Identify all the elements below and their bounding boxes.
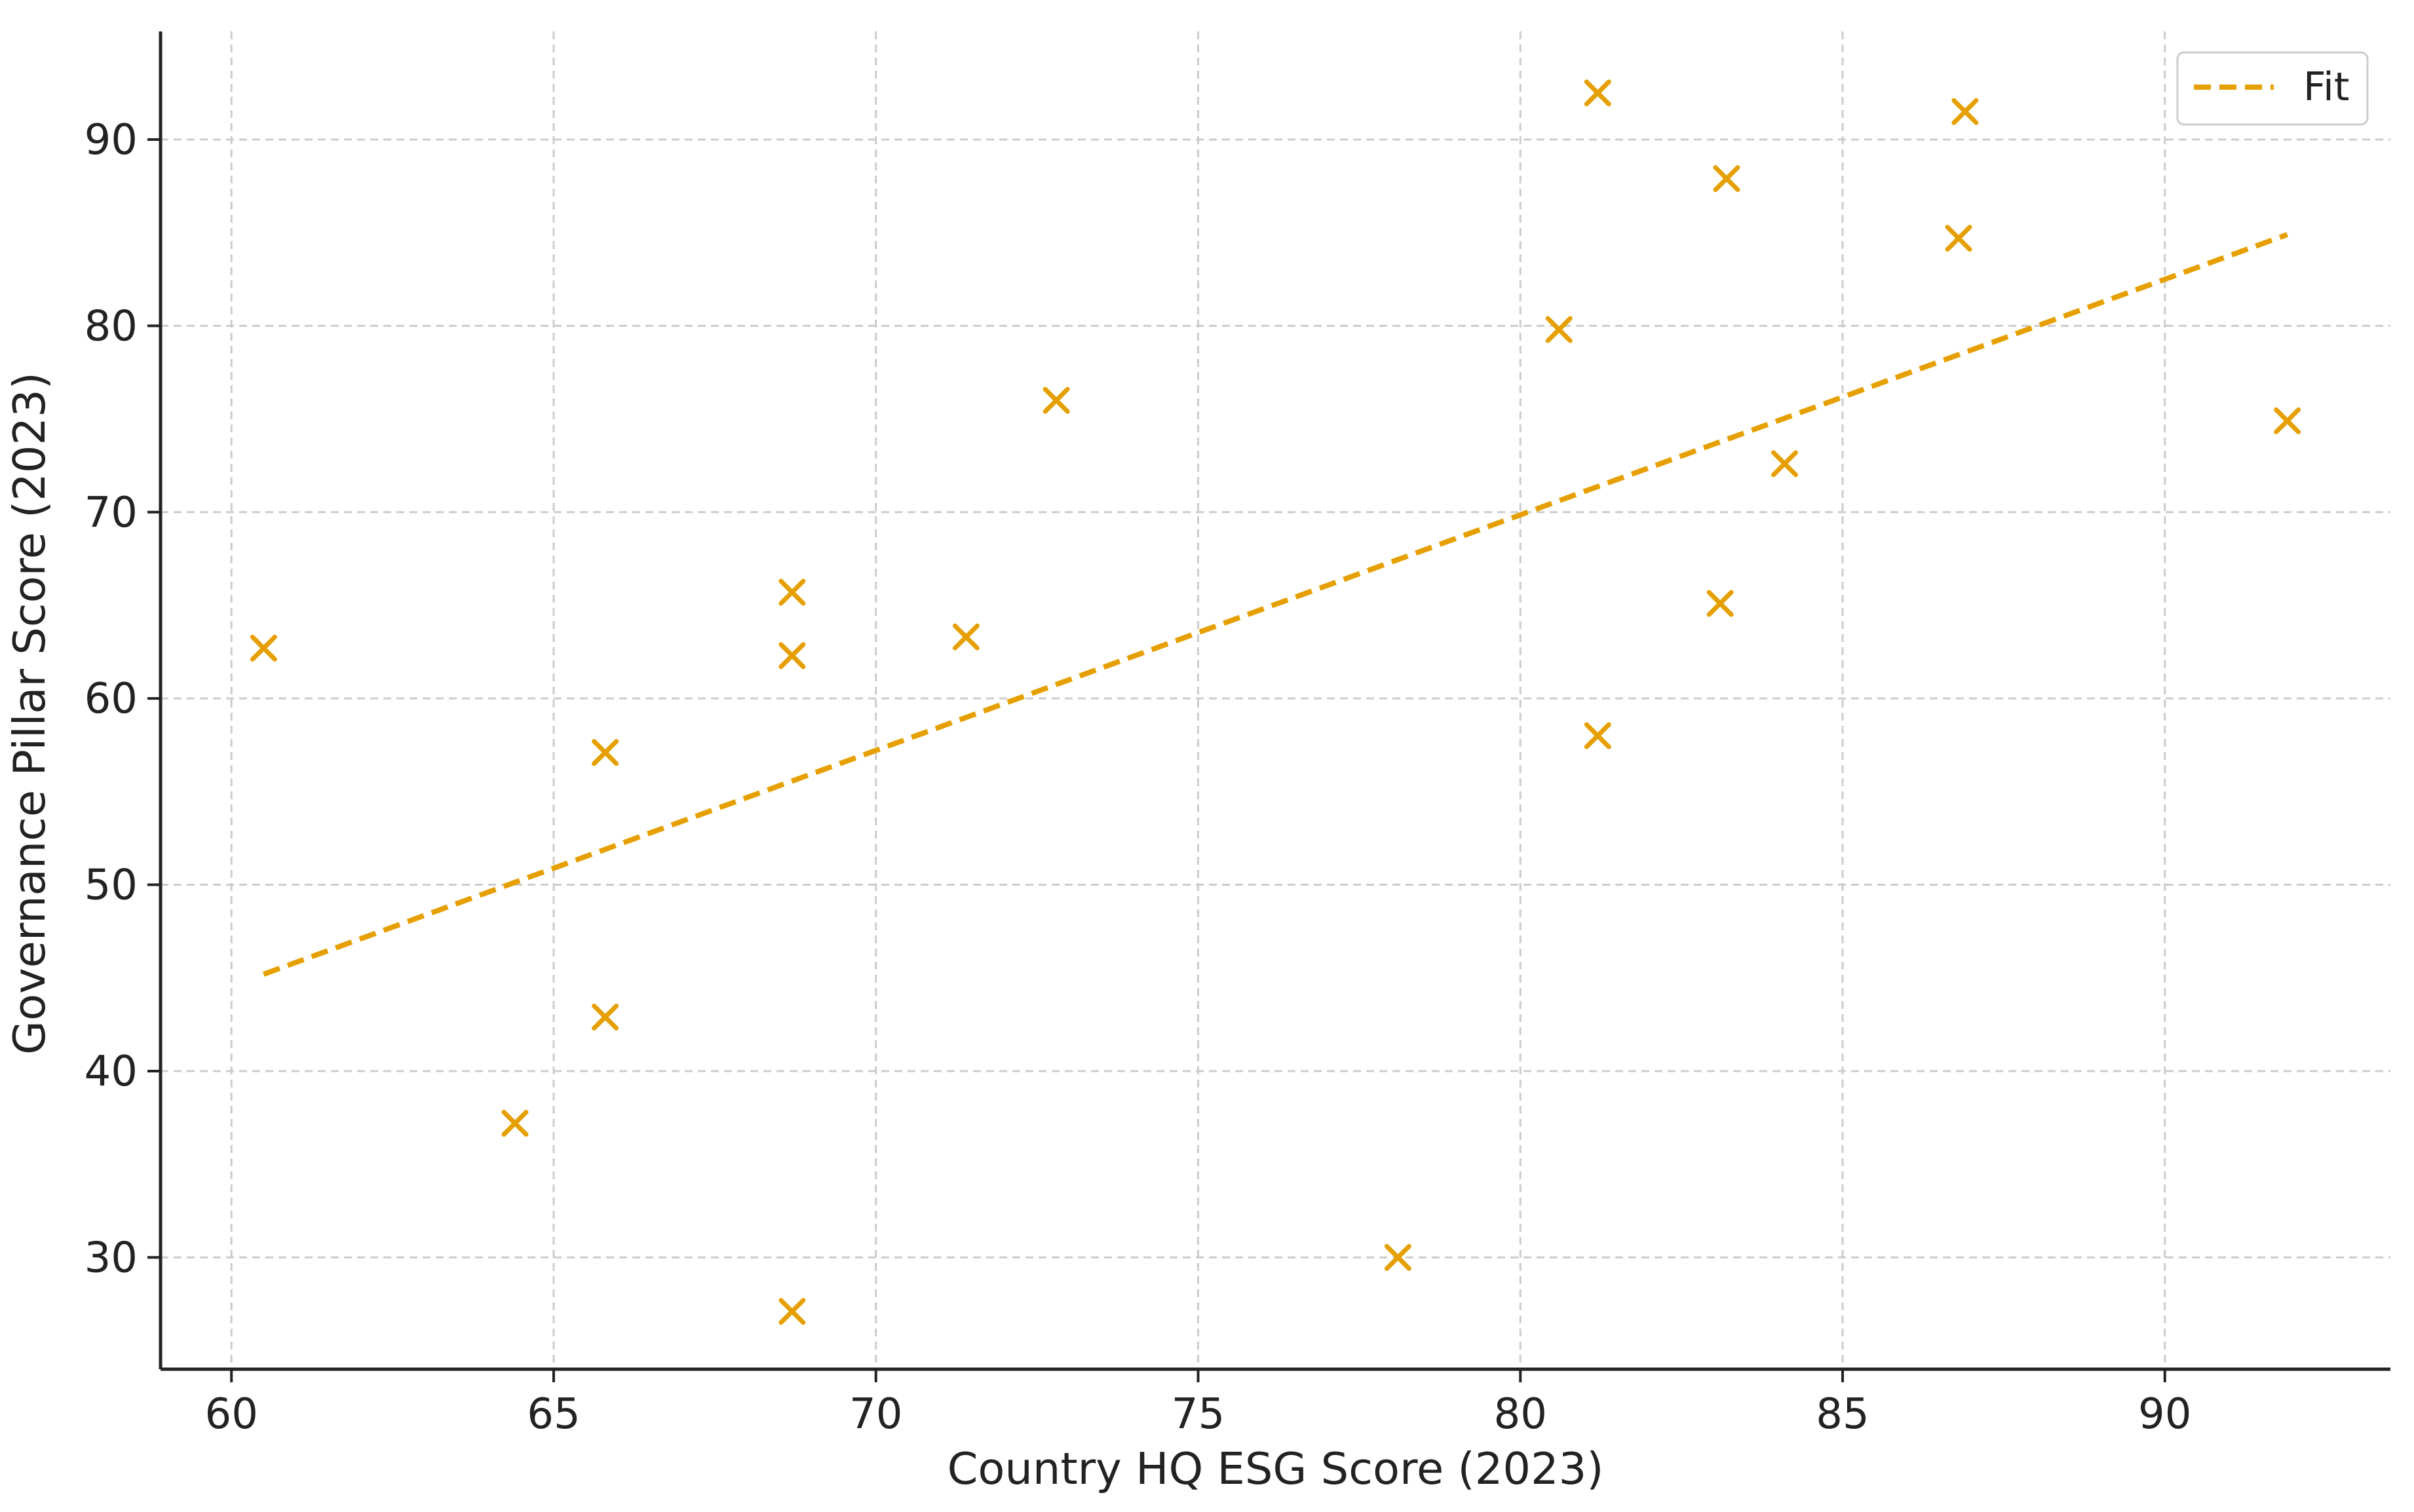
data-point-stroke: [778, 1298, 806, 1325]
data-point: [778, 578, 806, 606]
y-axis-label: Governance Pillar Score (2023): [4, 372, 55, 1055]
data-point: [1584, 722, 1611, 749]
data-point-stroke: [1545, 316, 1573, 343]
legend-fit-label: Fit: [2303, 64, 2349, 110]
data-point: [952, 623, 980, 651]
data-point-stroke: [1706, 590, 1734, 617]
data-point: [1706, 590, 1734, 617]
y-tick-label: 80: [85, 302, 138, 350]
data-point: [1545, 316, 1573, 343]
data-point-stroke: [1771, 450, 1798, 478]
data-point-stroke: [250, 634, 277, 662]
data-point-stroke: [952, 623, 980, 651]
y-tick-label: 70: [85, 489, 138, 537]
data-point: [1951, 98, 1979, 125]
data-point: [778, 1298, 806, 1325]
data-point-stroke: [1713, 165, 1740, 193]
axes: [159, 31, 2390, 1371]
data-point: [1771, 450, 1798, 478]
data-point-stroke: [592, 739, 619, 766]
x-tick-label: 60: [204, 1390, 258, 1439]
x-tick-label: 80: [1494, 1390, 1547, 1439]
x-tick-label: 70: [849, 1390, 902, 1439]
y-tick-label: 40: [85, 1048, 138, 1096]
y-tick-label: 90: [85, 116, 138, 164]
data-point-stroke: [778, 578, 806, 606]
data-point-stroke: [1584, 722, 1611, 749]
tick-labels: 60 65 70 75 80 85 90 30 40 50 60 70 80 90: [85, 116, 2192, 1439]
data-point-stroke: [592, 1003, 619, 1030]
x-axis-label: Country HQ ESG Score (2023): [948, 1443, 1604, 1494]
data-point: [778, 642, 806, 670]
data-point-stroke: [1945, 225, 1972, 252]
y-tick-label: 60: [85, 675, 138, 723]
data-point-stroke: [501, 1110, 529, 1137]
x-tick-label: 75: [1172, 1390, 1225, 1439]
data-point-stroke: [2274, 407, 2301, 434]
legend: Fit: [2176, 51, 2369, 126]
data-point: [1384, 1243, 1411, 1271]
x-tick-label: 90: [2138, 1390, 2191, 1439]
data-points-layer: [250, 79, 2301, 1325]
y-tick-label: 50: [85, 861, 138, 910]
data-point: [501, 1110, 529, 1137]
x-tick-label: 85: [1816, 1390, 1869, 1439]
x-tick-label: 65: [527, 1390, 580, 1439]
data-point: [1713, 165, 1740, 193]
fit-line: [262, 232, 2289, 977]
data-point: [592, 739, 619, 766]
data-point-stroke: [778, 642, 806, 670]
data-point: [250, 634, 277, 662]
data-point-stroke: [1043, 387, 1070, 414]
fit-line-layer: [262, 232, 2289, 977]
data-point: [592, 1003, 619, 1030]
data-point: [1043, 387, 1070, 414]
data-point-stroke: [1384, 1243, 1411, 1271]
grid-lines: [161, 31, 2390, 1369]
data-point-stroke: [1584, 79, 1611, 107]
y-tick-label: 30: [85, 1234, 138, 1282]
data-point-stroke: [1951, 98, 1979, 125]
data-point: [1945, 225, 1972, 252]
data-point: [1584, 79, 1611, 107]
data-point: [2274, 407, 2301, 434]
